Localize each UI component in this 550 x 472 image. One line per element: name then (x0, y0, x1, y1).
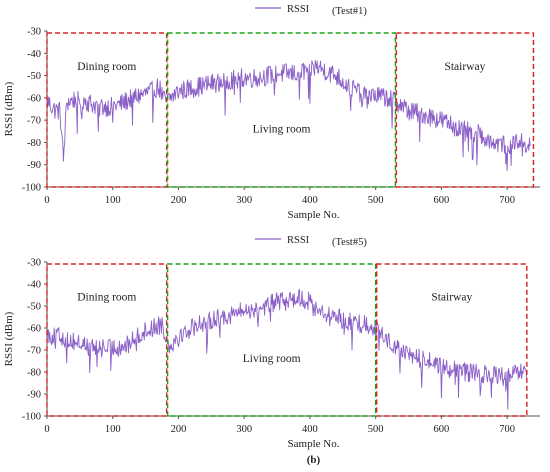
x-tick-label: 500 (368, 195, 384, 206)
region-box-0 (46, 263, 168, 417)
y-tick-label: -30 (27, 27, 41, 38)
y-tick-label: -40 (27, 280, 41, 291)
region-label-0: Dining room (77, 292, 136, 304)
x-tick-label: 100 (105, 195, 121, 206)
y-tick-label: -60 (27, 324, 41, 335)
x-tick-label: 600 (434, 424, 450, 435)
x-tick-label: 600 (434, 195, 450, 206)
region-box-1 (166, 32, 397, 188)
region-label-1: Living room (243, 353, 301, 365)
region-label-2: Stairway (431, 292, 472, 304)
x-tick-label: 300 (236, 424, 252, 435)
y-tick-label: -80 (27, 368, 41, 379)
region-label-1: Living room (253, 123, 311, 135)
y-axis-title: RSSI (dBm) (3, 311, 15, 366)
y-tick-label: -50 (27, 71, 41, 82)
x-axis-title: Sample No. (288, 209, 340, 221)
test-label: (Test#1) (332, 6, 367, 17)
x-tick-label: 500 (368, 424, 384, 435)
y-tick-label: -70 (27, 346, 41, 357)
y-tick-label: -100 (22, 412, 41, 423)
x-tick-label: 0 (44, 424, 49, 435)
y-axis-title: RSSI (dBm) (3, 81, 15, 136)
region-label-2: Stairway (444, 61, 485, 73)
region-box-0 (46, 32, 168, 188)
y-tick-label: -100 (22, 183, 41, 194)
x-tick-label: 300 (236, 195, 252, 206)
x-tick-label: 200 (171, 195, 187, 206)
region-box-1 (166, 263, 377, 417)
x-tick-label: 700 (499, 424, 515, 435)
y-tick-label: -70 (27, 116, 41, 127)
x-tick-label: 100 (105, 424, 121, 435)
region-box-2 (395, 32, 535, 188)
x-axis-title: Sample No. (288, 438, 340, 450)
x-tick-label: 700 (499, 195, 515, 206)
panel-caption: (b) (307, 454, 321, 466)
rssi-series-line (46, 288, 528, 410)
y-tick-label: -40 (27, 49, 41, 60)
y-tick-label: -60 (27, 93, 41, 104)
region-label-0: Dining room (77, 61, 136, 73)
legend-label: RSSI (287, 4, 310, 15)
x-tick-label: 400 (302, 424, 318, 435)
region-box-2 (375, 263, 528, 417)
y-tick-label: -30 (27, 258, 41, 269)
y-tick-label: -90 (27, 390, 41, 401)
y-tick-label: -80 (27, 138, 41, 149)
test-label: (Test#5) (332, 237, 367, 248)
rssi-series-line (46, 60, 531, 172)
legend-label: RSSI (287, 235, 310, 246)
y-tick-label: -90 (27, 160, 41, 171)
y-tick-label: -50 (27, 302, 41, 313)
x-tick-label: 0 (44, 195, 49, 206)
x-tick-label: 200 (171, 424, 187, 435)
x-tick-label: 400 (302, 195, 318, 206)
